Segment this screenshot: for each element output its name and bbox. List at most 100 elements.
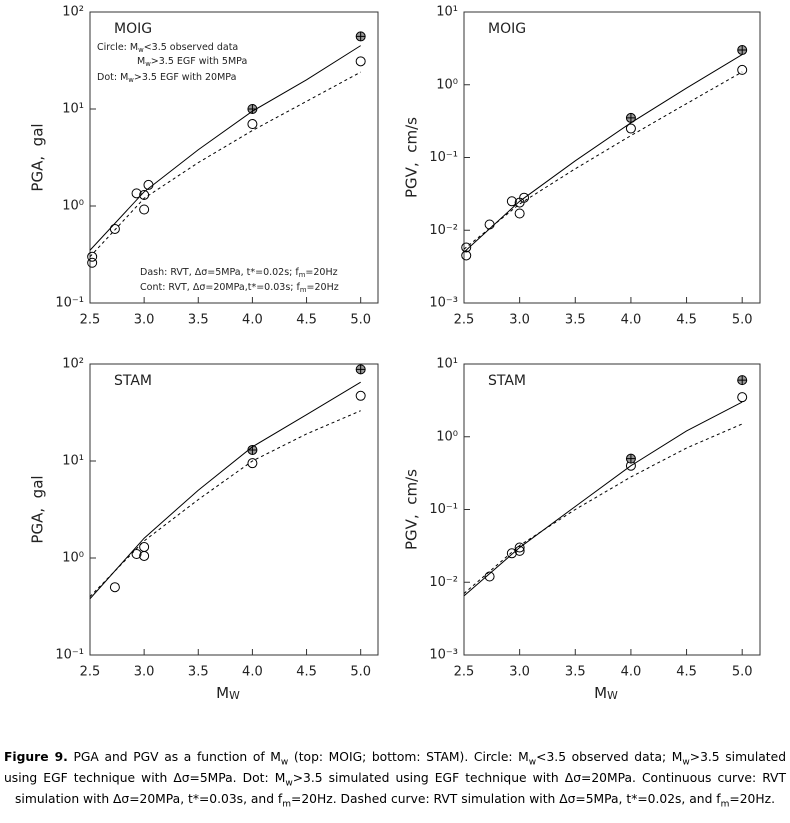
x-tick-label: 2.5: [454, 313, 475, 328]
y-axis-label: PGA, gal: [29, 475, 47, 543]
caption-subscript: w: [285, 778, 293, 789]
x-tick-label: 5.0: [350, 665, 371, 680]
observed-point: [506, 196, 517, 207]
dot-cross: [626, 113, 636, 123]
observed-point: [519, 192, 530, 203]
curve: [463, 401, 743, 597]
observed-point: [461, 250, 472, 261]
text-part: Dot: M: [97, 72, 128, 83]
y-axis-label: PGV, cm/s: [403, 469, 421, 550]
subscript: W: [229, 689, 240, 702]
x-tick-label: 4.0: [621, 665, 642, 680]
observed-point: [139, 550, 150, 561]
observed-point: [87, 251, 98, 262]
text-part: Cont: RVT, Δσ=20MPa,t*=0.03s; f: [140, 282, 300, 293]
y-tick-label: 10⁻³: [429, 296, 458, 311]
y-tick-label: 10⁰: [436, 77, 458, 92]
x-tick-label: 2.5: [454, 665, 475, 680]
observed-point: [109, 582, 120, 593]
observed-point: [139, 204, 150, 215]
x-tick-label: 4.0: [242, 313, 263, 328]
dot-cross: [356, 31, 366, 41]
y-tick-label: 10¹: [436, 5, 458, 20]
observed-point: [625, 123, 636, 134]
observed-point: [461, 242, 472, 253]
x-axis-label: MW: [594, 684, 618, 703]
y-tick-label: 10⁻¹: [55, 648, 84, 663]
observed-point: [484, 219, 495, 230]
caption-text: >3.5 simulated using EGF technique with …: [4, 750, 787, 785]
observed-point: [87, 257, 98, 268]
curve: [89, 71, 361, 258]
caption-subscript: w: [528, 757, 537, 768]
subscript: w: [138, 46, 144, 54]
x-tick-label: 3.5: [188, 665, 209, 680]
text-part: >3.5 EGF with 5MPa: [151, 56, 247, 67]
x-tick-label: 3.0: [509, 665, 530, 680]
plot-frame: [89, 11, 379, 304]
y-tick-label: 10⁻¹: [55, 296, 84, 311]
y-tick-label: 10¹: [62, 102, 84, 117]
subscript: m: [300, 286, 307, 294]
text-part: M: [216, 684, 229, 702]
y-tick-label: 10⁻²: [429, 223, 458, 238]
y-tick-label: 10²: [62, 5, 84, 20]
panel-title: STAM: [488, 373, 526, 389]
y-axis-label: PGA, gal: [29, 123, 47, 191]
annotation: Dot: Mw>3.5 EGF with 20MPa: [97, 72, 236, 85]
x-tick-label: 3.0: [509, 313, 530, 328]
egf-dot: [355, 31, 366, 42]
subscript: w: [145, 60, 151, 68]
panel-title: MOIG: [488, 21, 526, 37]
caption-text: >3.5 simulated using EGF technique with …: [15, 770, 786, 806]
observed-point: [247, 458, 258, 469]
annotation: Circle: Mw<3.5 observed data: [97, 42, 238, 55]
subscript: m: [299, 271, 306, 279]
x-tick-label: 4.5: [676, 313, 697, 328]
curve: [463, 54, 743, 253]
text-part: Dash: RVT, Δσ=5MPa, t*=0.02s; f: [140, 267, 299, 278]
text-part: Circle: M: [97, 42, 138, 53]
panel-title: MOIG: [114, 21, 152, 37]
caption-text: =20Hz. Dashed curve: RVT simulation with…: [291, 791, 721, 806]
observed-point: [737, 64, 748, 75]
caption-label: Figure 9.: [4, 750, 68, 764]
caption-text: (top: MOIG; bottom: STAM). Circle: M: [288, 750, 529, 764]
x-tick-label: 3.5: [188, 313, 209, 328]
caption: Figure 9. PGA and PGV as a function of M…: [4, 750, 786, 813]
caption-subscript: w: [280, 757, 289, 768]
x-tick-label: 2.5: [80, 313, 101, 328]
x-axis-label: MW: [216, 684, 240, 703]
caption-text: PGA and PGV as a function of M: [67, 750, 281, 764]
y-tick-label: 10⁻²: [429, 575, 458, 590]
curve: [89, 381, 361, 600]
y-tick-label: 10⁻¹: [429, 150, 458, 165]
x-tick-label: 3.5: [565, 313, 586, 328]
egf-dot: [625, 453, 636, 464]
annotation: Cont: RVT, Δσ=20MPa,t*=0.03s; fm=20Hz: [140, 282, 339, 295]
observed-point: [355, 390, 366, 401]
x-tick-label: 3.0: [134, 665, 155, 680]
egf-dot: [247, 104, 258, 114]
subscript: w: [128, 76, 134, 84]
y-tick-label: 10⁰: [62, 551, 84, 566]
caption-subscript: m: [282, 799, 292, 810]
caption-subscript: w: [682, 757, 690, 768]
text-part: =20Hz: [305, 267, 337, 278]
observed-point: [737, 392, 748, 403]
curve: [89, 410, 361, 597]
y-tick-label: 10⁰: [436, 429, 458, 444]
observed-point: [131, 548, 142, 559]
plot-frame: [89, 363, 379, 656]
annotation: Dash: RVT, Δσ=5MPa, t*=0.02s; fm=20Hz: [140, 267, 338, 280]
x-tick-label: 2.5: [80, 665, 101, 680]
curve: [89, 45, 361, 251]
x-tick-label: 3.0: [134, 313, 155, 328]
curve: [463, 71, 743, 250]
y-tick-label: 10²: [62, 357, 84, 372]
x-tick-label: 4.5: [296, 313, 317, 328]
y-tick-label: 10⁻³: [429, 648, 458, 663]
egf-dot: [247, 444, 258, 455]
dot-cross: [626, 454, 636, 464]
annotation: Mw>3.5 EGF with 5MPa: [137, 56, 247, 69]
